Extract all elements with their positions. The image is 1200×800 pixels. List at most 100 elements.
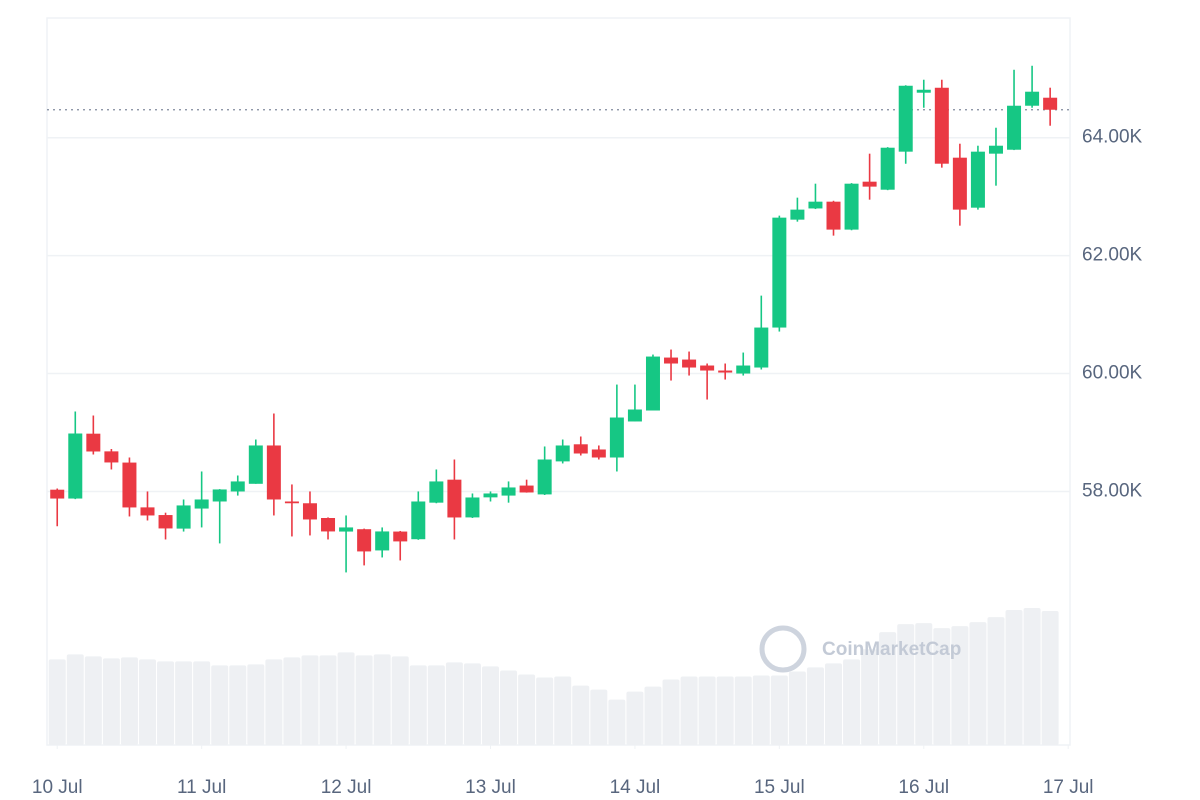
volume-bar xyxy=(211,665,229,745)
volume-bar xyxy=(48,659,66,745)
volume-bar xyxy=(193,661,211,745)
volume-bar xyxy=(247,664,265,745)
watermark: CoinMarketCap xyxy=(822,639,961,660)
volume-bar xyxy=(680,676,698,745)
x-tick-label: 10 Jul xyxy=(32,777,83,798)
candle-body xyxy=(754,327,769,368)
volume-bar xyxy=(427,665,445,745)
candle-body xyxy=(645,356,660,411)
candle-body xyxy=(339,527,354,532)
volume-bar xyxy=(969,622,987,745)
volume-bar xyxy=(788,671,806,745)
volume-bar xyxy=(84,656,102,745)
volume-bar xyxy=(120,657,138,745)
candle-body xyxy=(375,531,390,551)
x-tick-label: 14 Jul xyxy=(610,777,661,798)
volume-bar xyxy=(752,675,770,745)
volume-bar xyxy=(879,632,897,745)
candle-body xyxy=(970,151,985,208)
candle-body xyxy=(284,501,299,504)
candle-body xyxy=(393,531,408,542)
candle-body xyxy=(1025,91,1040,106)
volume-bar xyxy=(319,655,337,745)
x-tick-label: 12 Jul xyxy=(321,777,372,798)
volume-bar xyxy=(843,659,861,745)
volume-bar xyxy=(662,679,680,745)
candle-body xyxy=(808,201,823,209)
candle-body xyxy=(411,501,426,540)
candle-body xyxy=(86,433,101,452)
candle-body xyxy=(916,89,931,93)
volume-bar xyxy=(301,655,319,745)
candle-body xyxy=(158,515,173,529)
candle-body xyxy=(682,359,697,368)
volume-bar xyxy=(355,655,373,745)
candle-body xyxy=(826,201,841,230)
y-tick-label: 64.00K xyxy=(1082,127,1143,148)
volume-bar xyxy=(138,659,156,745)
volume-bar xyxy=(806,667,824,745)
volume-bar xyxy=(1041,611,1059,745)
candle-body xyxy=(862,181,877,187)
volume-bar xyxy=(698,676,716,745)
candle-body xyxy=(104,451,119,463)
volume-bar xyxy=(861,649,879,745)
volume-bar xyxy=(229,665,247,745)
volume-bar xyxy=(337,652,355,745)
x-tick-label: 17 Jul xyxy=(1043,777,1094,798)
y-tick-label: 58.00K xyxy=(1082,480,1143,501)
candle-body xyxy=(230,481,245,492)
volume-bar xyxy=(608,699,626,745)
y-tick-label: 60.00K xyxy=(1082,363,1143,384)
volume-bar xyxy=(1005,610,1023,745)
candle-body xyxy=(50,489,65,499)
candle-body xyxy=(772,217,787,328)
candle-body xyxy=(194,499,209,509)
candle-body xyxy=(952,157,967,210)
candle-body xyxy=(1043,97,1058,110)
candle-body xyxy=(122,462,137,508)
candle-body xyxy=(591,449,606,458)
volume-bar xyxy=(1023,608,1041,745)
volume-bar xyxy=(554,676,572,745)
candle-body xyxy=(718,370,733,373)
candle-body xyxy=(212,489,227,502)
volume-bar xyxy=(987,617,1005,745)
candle-body xyxy=(537,459,552,495)
watermark-logo xyxy=(759,625,807,673)
volume-bar xyxy=(734,676,752,745)
volume-bar xyxy=(102,658,120,745)
volume-bar xyxy=(391,656,409,745)
candle-body xyxy=(321,517,336,532)
x-tick-label: 13 Jul xyxy=(465,777,516,798)
volume-bar xyxy=(157,661,175,745)
candle-body xyxy=(736,365,751,374)
candle-body xyxy=(664,357,679,364)
volume-bar xyxy=(770,675,788,745)
candle-body xyxy=(302,503,317,520)
candle-body xyxy=(501,487,516,496)
y-tick-label: 62.00K xyxy=(1082,245,1143,266)
volume-bar xyxy=(409,665,427,745)
x-tick-label: 11 Jul xyxy=(177,777,226,798)
volume-bar xyxy=(482,666,500,745)
volume-bar xyxy=(518,674,536,745)
candle-body xyxy=(248,445,263,484)
volume-bar xyxy=(500,670,518,745)
candle-body xyxy=(988,145,1003,154)
volume-bar xyxy=(915,623,933,745)
candle-body xyxy=(266,445,281,500)
volume-bar xyxy=(897,624,915,745)
candle-body xyxy=(627,409,642,422)
candle-body xyxy=(176,505,191,529)
candle-body xyxy=(844,183,859,230)
candle-body xyxy=(429,481,444,503)
volume-bar xyxy=(590,689,608,745)
volume-bar xyxy=(951,626,969,745)
volume-bar xyxy=(463,663,481,745)
x-tick-label: 16 Jul xyxy=(898,777,949,798)
candle-body xyxy=(447,479,462,518)
volume-bar xyxy=(933,628,951,745)
candle-body xyxy=(483,493,498,498)
